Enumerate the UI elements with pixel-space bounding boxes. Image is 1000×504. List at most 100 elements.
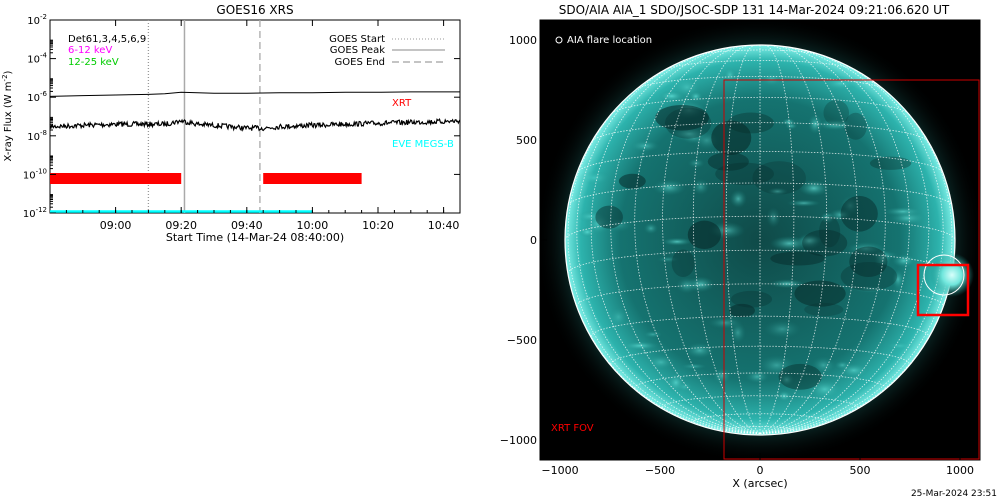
goes-chart: GOES16 XRS 10-12 10-10 10-8 10-6 10-4 10-2 09… [0, 0, 500, 500]
active-region-glow [676, 381, 694, 392]
goes-event-legend: GOES Start GOES Peak GOES End [329, 34, 445, 68]
dark-region [727, 112, 775, 134]
dark-region [794, 280, 846, 307]
eve-megs-b-annotation: EVE MEGS-B [392, 139, 454, 150]
solar-limb [564, 44, 956, 436]
active-region-glow [643, 222, 659, 235]
goes-series-1 [49, 118, 461, 132]
band-label-6-12: 6-12 keV [68, 45, 112, 56]
dark-region [687, 220, 721, 250]
latitude-line [696, 49, 824, 56]
longitude-line [567, 75, 761, 434]
active-region-glow [767, 187, 788, 196]
aia-image: SDO/AIA AIA_1 SDO/JSOC-SDP 131 14-Mar-20… [500, 0, 1000, 500]
active-region-glow [821, 75, 860, 91]
latitude-line [576, 283, 944, 307]
active-region-glow [806, 378, 844, 401]
goes-panel: GOES16 XRS 10-12 10-10 10-8 10-6 10-4 10-2 09… [0, 0, 500, 500]
longitude-line [610, 47, 761, 434]
aia-y-tick-label: −1000 [500, 434, 537, 447]
active-region-glow [643, 330, 663, 338]
longitude-line [692, 45, 761, 434]
xrt-coverage-segment [263, 173, 362, 184]
dark-region [778, 363, 822, 390]
goes-y-tick-label: 10-6 [27, 90, 47, 104]
aia-y-tick-label: 1000 [509, 34, 537, 47]
legend-goes-peak: GOES Peak [330, 45, 385, 56]
legend-goes-end: GOES End [335, 57, 385, 68]
legend-goes-start: GOES Start [329, 34, 385, 45]
active-region-glow [758, 354, 795, 376]
active-region-glow [729, 321, 746, 344]
dark-region [729, 303, 755, 318]
dark-region [840, 195, 878, 232]
active-region-glow [723, 67, 737, 83]
aia-flare-location-marker [923, 254, 965, 296]
goes-x-tick-label: 10:20 [362, 219, 394, 232]
active-region-glow [811, 356, 836, 374]
aia-y-tick-label: 500 [516, 134, 537, 147]
dark-region [707, 152, 749, 171]
active-region-glow [578, 226, 596, 238]
latitude-line [567, 182, 953, 206]
goes-coverage-bars [50, 173, 362, 184]
goes-y-tick-label: 10-12 [23, 206, 47, 220]
aia-y-tick-label: 0 [530, 234, 537, 247]
longitude-line [590, 49, 761, 434]
longitude-line [759, 45, 828, 434]
dark-region [840, 261, 898, 291]
active-region-glow [729, 189, 747, 208]
aia-x-tick-label: 500 [850, 464, 871, 477]
dark-region [770, 251, 825, 266]
aia-x-tick-label: 1000 [946, 464, 974, 477]
aia-legend-label: AIA flare location [567, 35, 652, 46]
aia-x-tick-label: −1000 [541, 464, 578, 477]
latitude-line [725, 426, 795, 431]
aia-x-tick-label: −500 [645, 464, 675, 477]
aia-title: SDO/AIA AIA_1 SDO/JSOC-SDP 131 14-Mar-20… [559, 3, 950, 17]
active-region-glow [888, 210, 927, 226]
active-region-glow [656, 256, 680, 263]
active-region-glow [577, 170, 611, 186]
aia-x-axis: −1000 −500 0 500 1000 [541, 453, 974, 477]
active-region-glow [685, 342, 715, 359]
longitude-line [759, 45, 795, 434]
longitude-line [725, 45, 761, 434]
goes-y-tick-label: 10-10 [23, 167, 47, 181]
active-region-glow [891, 269, 905, 290]
goes-y-tick-label: 10-4 [27, 52, 47, 66]
goes-x-tick-label: 10:40 [428, 219, 460, 232]
active-region-glow [691, 178, 710, 195]
aia-x-axis-label: X (arcsec) [732, 477, 787, 490]
xrt-fov-box [723, 79, 980, 460]
goes-event-lines [147, 20, 261, 213]
active-region-glow [766, 207, 781, 228]
active-region-glow [681, 363, 707, 370]
goes-title: GOES16 XRS [216, 3, 293, 17]
dark-region [802, 229, 848, 257]
dark-region [711, 120, 752, 155]
goes-y-axis: 10-12 10-10 10-8 10-6 10-4 10-2 [23, 13, 460, 220]
longitude-line [576, 56, 761, 434]
aia-y-axis: 1000 500 0 −500 −1000 [500, 34, 547, 447]
active-region-glow [785, 122, 798, 130]
longitude-line [634, 45, 761, 434]
xrt-annotation: XRT [392, 98, 412, 109]
active-region-glow [787, 199, 821, 207]
active-region-glow [609, 306, 628, 328]
goes-x-tick-label: 09:40 [231, 219, 263, 232]
xrt-fov-label: XRT FOV [551, 423, 594, 434]
dark-region [595, 205, 623, 229]
active-region-glow [646, 354, 676, 370]
goes-y-axis-label: X-ray Flux (W m-2) [1, 70, 14, 161]
dark-region [819, 216, 841, 248]
detector-label: Det61,3,4,5,6,9 [68, 34, 146, 45]
aia-image-area: AIA flare location XRT FOV [540, 20, 980, 460]
active-region-glow [745, 370, 770, 384]
dark-region [823, 99, 850, 126]
longitude-line [662, 45, 761, 434]
solar-disk [565, 45, 955, 435]
active-region-glow [672, 76, 702, 99]
goes-y-tick-label: 10-8 [27, 129, 47, 143]
goes-y-tick-label: 10-2 [27, 13, 47, 27]
